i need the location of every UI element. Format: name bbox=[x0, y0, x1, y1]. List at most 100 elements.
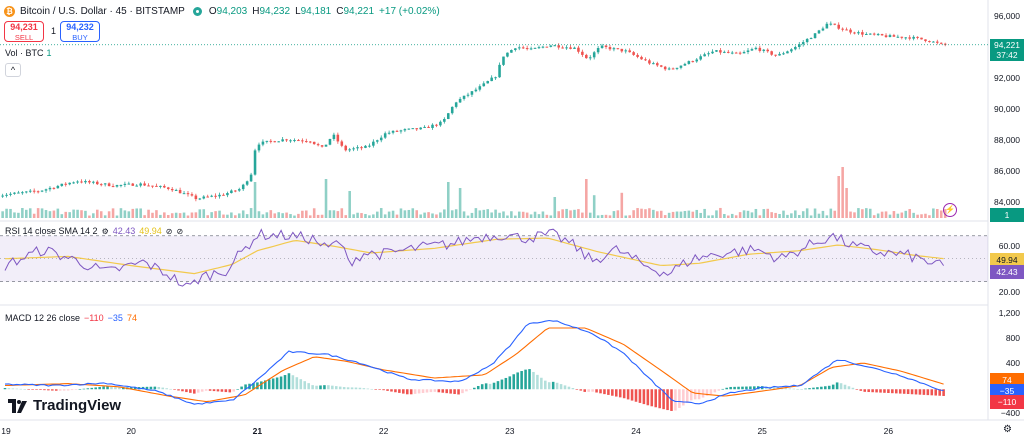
symbol-header: ₿ Bitcoin / U.S. Dollar · 45 · BITSTAMP … bbox=[4, 3, 440, 19]
volume-bar bbox=[84, 210, 87, 218]
macd-histogram-bar bbox=[43, 389, 46, 391]
candle-body bbox=[494, 77, 497, 79]
hide-eye-icon-2[interactable]: ⊘ bbox=[176, 226, 184, 236]
macd-histogram-bar bbox=[926, 389, 930, 396]
macd-histogram-bar bbox=[843, 384, 847, 390]
candle-body bbox=[517, 47, 521, 49]
settings-icon[interactable]: ⚙ bbox=[1003, 424, 1012, 435]
candle-body bbox=[529, 48, 533, 50]
volume-bar bbox=[561, 209, 564, 218]
macd-histogram-bar bbox=[398, 389, 401, 393]
candle-body bbox=[506, 52, 509, 57]
candle-body bbox=[107, 183, 111, 187]
macd-histogram-bar bbox=[741, 386, 744, 390]
buy-price: 94,232 bbox=[66, 22, 94, 32]
volume-bar bbox=[872, 215, 876, 218]
candle-body bbox=[470, 91, 474, 95]
candle-body bbox=[68, 182, 71, 185]
volume-bar bbox=[924, 213, 927, 218]
rsi-legend-value: 42.43 bbox=[112, 226, 136, 236]
ohlc-value: +17 (+0.02%) bbox=[379, 5, 440, 17]
volume-bar bbox=[853, 212, 856, 218]
candle-body bbox=[435, 124, 438, 126]
rsi-sma-legend-value: 49.94 bbox=[139, 226, 162, 236]
lightning-icon[interactable]: ⚡ bbox=[943, 203, 957, 217]
macd-histogram-bar bbox=[409, 389, 413, 395]
candle-body bbox=[742, 52, 746, 54]
countdown-value: 37:42 bbox=[996, 50, 1018, 60]
macd-histogram-bar bbox=[914, 389, 918, 395]
macd-histogram-bar bbox=[607, 389, 610, 395]
volume-legend[interactable]: Vol · BTC 1 bbox=[5, 48, 52, 58]
macd-histogram-bar bbox=[721, 388, 725, 390]
rsi-settings-icon[interactable]: ⚙ bbox=[101, 226, 109, 236]
candle-body bbox=[92, 181, 95, 183]
macd-histogram-bar bbox=[433, 389, 437, 392]
spread-value: 1 bbox=[51, 26, 57, 36]
volume-bar bbox=[770, 212, 773, 218]
macd-histogram-bar bbox=[725, 387, 728, 390]
candle-body bbox=[939, 42, 943, 44]
macd-legend[interactable]: MACD 12 26 close −110 −35 74 bbox=[5, 313, 137, 323]
candle-body bbox=[174, 189, 178, 191]
candle-body bbox=[147, 185, 150, 187]
volume-bar bbox=[904, 210, 908, 218]
symbol-title[interactable]: Bitcoin / U.S. Dollar · 45 · BITSTAMP bbox=[20, 5, 185, 17]
volume-bar bbox=[450, 210, 454, 218]
candle-body bbox=[837, 24, 840, 29]
candle-body bbox=[478, 86, 482, 90]
last-price-label: 94,221 37:42 bbox=[990, 39, 1024, 61]
macd-histogram-bar bbox=[74, 389, 78, 390]
volume-bar bbox=[766, 208, 770, 218]
volume-bar bbox=[92, 213, 95, 218]
macd-histogram-bar bbox=[662, 389, 665, 410]
candle-body bbox=[805, 38, 809, 43]
volume-bar bbox=[683, 210, 687, 218]
rsi-legend[interactable]: RSI 14 close SMA 14 2 ⚙ 42.43 49.94 ⊘ ⊘ bbox=[5, 226, 183, 236]
volume-bar bbox=[281, 213, 284, 218]
candle-body bbox=[214, 195, 217, 197]
candle-body bbox=[403, 129, 407, 131]
candle-body bbox=[498, 64, 501, 78]
macd-histogram-bar bbox=[812, 387, 815, 390]
volume-bar bbox=[222, 214, 225, 218]
volume-bar bbox=[640, 208, 643, 218]
macd-histogram-bar bbox=[520, 371, 523, 390]
buy-button[interactable]: 94,232 BUY bbox=[60, 21, 100, 42]
candle-body bbox=[730, 52, 734, 54]
macd-histogram-bar bbox=[153, 386, 157, 390]
hide-eye-icon[interactable]: ⊘ bbox=[165, 226, 173, 236]
macd-histogram-bar bbox=[94, 387, 97, 390]
candle-body bbox=[663, 66, 667, 70]
volume-bar bbox=[592, 195, 596, 218]
candle-body bbox=[514, 48, 517, 51]
macd-signal-line bbox=[4, 327, 944, 403]
macd-histogram-bar bbox=[23, 389, 27, 390]
candle-body bbox=[853, 32, 856, 34]
volume-bar bbox=[454, 209, 458, 218]
macd-histogram-bar bbox=[887, 389, 890, 393]
volume-bar bbox=[305, 210, 308, 218]
volume-bar bbox=[368, 215, 371, 218]
candle-body bbox=[13, 192, 16, 194]
volume-label: Vol · BTC bbox=[5, 48, 44, 58]
rsi-sma-line bbox=[4, 237, 944, 275]
macd-histogram-bar bbox=[638, 389, 642, 403]
volume-bar bbox=[28, 208, 32, 218]
macd-histogram-bar bbox=[753, 386, 756, 390]
candle-body bbox=[186, 193, 190, 195]
collapse-chevron-icon[interactable]: ^ bbox=[5, 63, 21, 77]
candle-body bbox=[648, 60, 651, 64]
volume-bar bbox=[703, 208, 706, 218]
volume-bar bbox=[652, 209, 655, 218]
volume-bar bbox=[916, 214, 919, 218]
macd-histogram-bar bbox=[413, 389, 417, 394]
macd-histogram-bar bbox=[3, 388, 7, 390]
macd-histogram-bar bbox=[839, 383, 843, 390]
candle-body bbox=[510, 50, 513, 53]
candle-body bbox=[450, 106, 454, 114]
sell-button[interactable]: 94,231 SELL bbox=[4, 21, 44, 42]
volume-legend-value: 1 bbox=[46, 48, 52, 58]
volume-bar bbox=[892, 211, 896, 218]
